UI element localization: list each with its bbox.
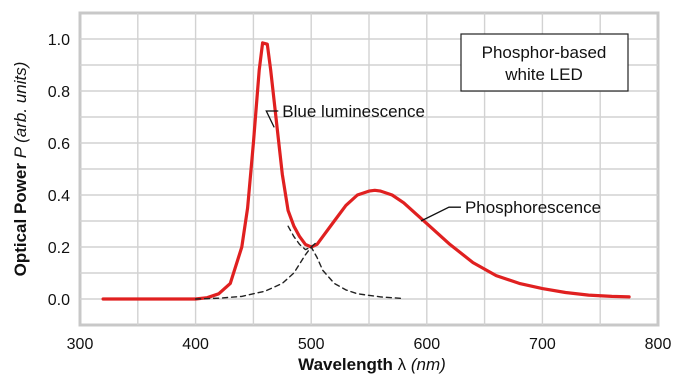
y-tick-label: 0.6 (48, 136, 70, 153)
y-tick-label: 0.8 (48, 84, 70, 101)
annotation-label: Blue luminescence (282, 102, 425, 121)
x-axis-title: Wavelength λ (nm) (298, 355, 446, 374)
legend-box: Phosphor-based white LED (460, 33, 629, 92)
legend-frame (460, 33, 629, 92)
x-tick-label: 300 (67, 336, 94, 353)
legend-line-2: white LED (504, 65, 582, 84)
y-axis-title-unit: (arb. units) (11, 62, 30, 143)
x-axis-title-unit: (nm) (411, 355, 446, 374)
x-tick-label: 400 (182, 336, 209, 353)
annotation-leader-line (420, 206, 461, 222)
y-tick-label: 0.0 (48, 292, 70, 309)
y-tick-labels: 0.0 0.2 0.4 0.6 0.8 1.0 (48, 32, 70, 309)
dashed-component-line (287, 225, 318, 251)
x-axis-title-main: Wavelength (298, 355, 393, 374)
x-tick-label: 600 (413, 336, 440, 353)
y-tick-label: 0.4 (48, 188, 70, 205)
x-tick-labels: 300 400 500 600 700 800 (67, 336, 672, 353)
series-group (101, 41, 631, 301)
y-tick-label: 0.2 (48, 240, 70, 257)
annotation-leader-line (265, 110, 279, 128)
annotations: Blue luminescence Phosphorescence (265, 102, 601, 222)
y-axis-title-main: Optical Power (11, 163, 30, 277)
total-spectrum-line (101, 41, 631, 301)
legend-line-1: Phosphor-based (482, 43, 607, 62)
x-tick-label: 800 (645, 336, 672, 353)
x-tick-label: 700 (529, 336, 556, 353)
x-tick-label: 500 (298, 336, 325, 353)
annotation-label: Phosphorescence (465, 198, 601, 217)
y-axis-title: Optical Power P (arb. units) (11, 62, 30, 277)
y-axis-title-symbol: P (11, 143, 30, 163)
x-axis-title-symbol: λ (393, 355, 411, 374)
y-tick-label: 1.0 (48, 32, 70, 49)
